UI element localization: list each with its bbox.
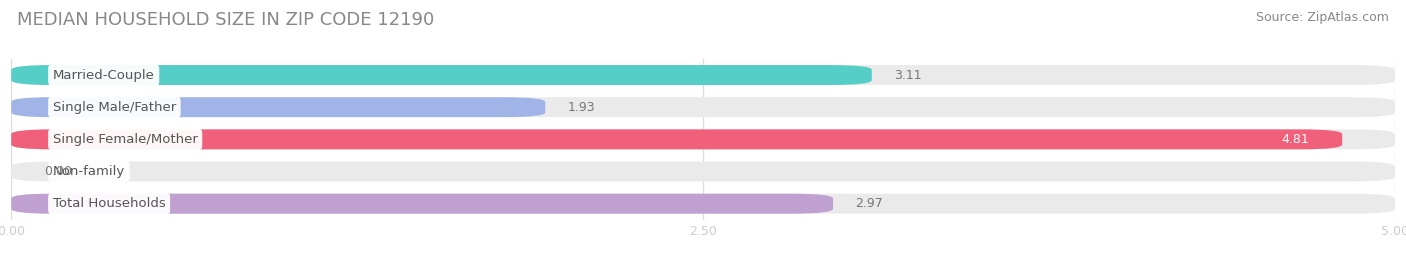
FancyBboxPatch shape xyxy=(11,162,1395,181)
Text: Married-Couple: Married-Couple xyxy=(53,69,155,81)
Text: 3.11: 3.11 xyxy=(894,69,921,81)
Text: Single Male/Father: Single Male/Father xyxy=(53,101,176,114)
FancyBboxPatch shape xyxy=(11,65,1395,85)
FancyBboxPatch shape xyxy=(11,97,546,117)
Text: MEDIAN HOUSEHOLD SIZE IN ZIP CODE 12190: MEDIAN HOUSEHOLD SIZE IN ZIP CODE 12190 xyxy=(17,11,434,29)
Text: 0.00: 0.00 xyxy=(45,165,73,178)
Text: 1.93: 1.93 xyxy=(568,101,595,114)
FancyBboxPatch shape xyxy=(11,194,1395,214)
FancyBboxPatch shape xyxy=(11,97,1395,117)
Text: Single Female/Mother: Single Female/Mother xyxy=(53,133,198,146)
Text: Source: ZipAtlas.com: Source: ZipAtlas.com xyxy=(1256,11,1389,24)
FancyBboxPatch shape xyxy=(11,194,832,214)
FancyBboxPatch shape xyxy=(11,129,1395,149)
Text: 2.97: 2.97 xyxy=(855,197,883,210)
Text: Total Households: Total Households xyxy=(53,197,166,210)
Text: 4.81: 4.81 xyxy=(1281,133,1309,146)
FancyBboxPatch shape xyxy=(11,65,872,85)
Text: Non-family: Non-family xyxy=(53,165,125,178)
FancyBboxPatch shape xyxy=(11,129,1343,149)
